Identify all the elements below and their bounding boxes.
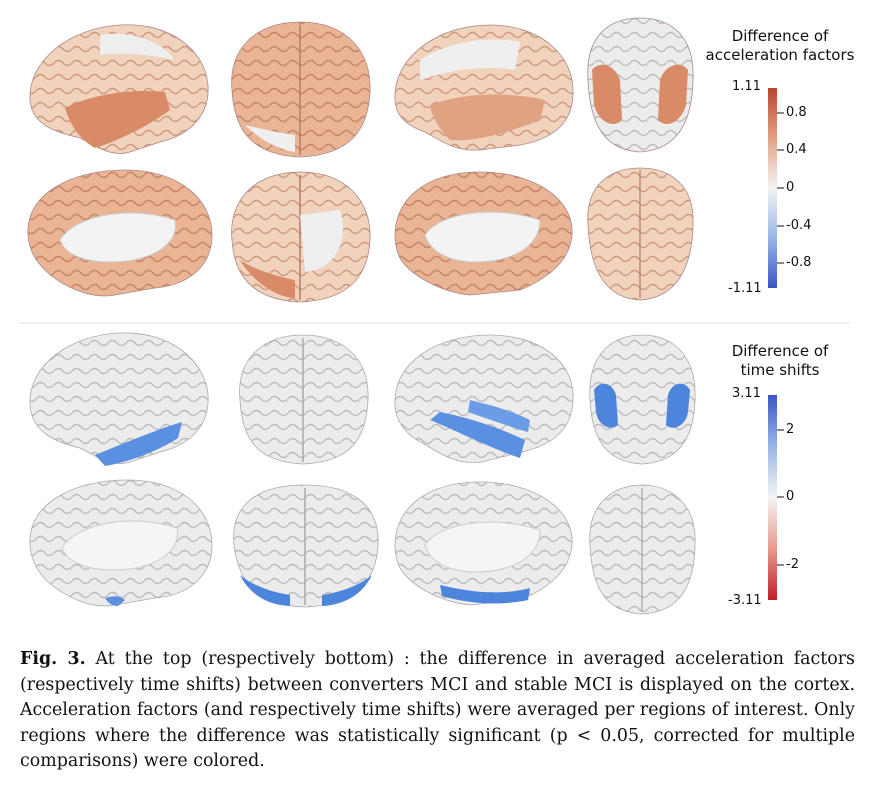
brain-inferior-top	[587, 17, 694, 153]
tick-label: 2	[786, 422, 795, 437]
brain-inferior-bottom	[589, 334, 696, 465]
brain-superior-top	[587, 167, 694, 301]
colorbar-acceleration-title-line2: acceleration factors	[705, 46, 855, 64]
tick-label: 0	[786, 489, 795, 504]
brain-medial-right-top	[394, 171, 573, 296]
brain-lateral-right-top	[394, 24, 574, 151]
tick-label: -0.8	[786, 255, 812, 270]
caption-label: Fig. 3.	[20, 649, 86, 669]
top-brain-panel	[27, 17, 784, 303]
caption-text: At the top (respectively bottom) : the d…	[20, 649, 855, 771]
colorbar-time-shifts-min: -3.11	[728, 593, 762, 608]
brain-frontal-top	[231, 21, 371, 158]
brain-frontal-bottom	[239, 334, 369, 465]
colorbar-acceleration-min: -1.11	[728, 281, 762, 296]
brain-lateral-left-bottom	[29, 332, 209, 466]
bottom-brain-panel	[29, 332, 784, 615]
colorbar-time-shifts-title-line2: time shifts	[740, 361, 820, 379]
brain-lateral-left-top	[29, 24, 209, 154]
brain-medial-right-bottom	[394, 481, 573, 606]
figure-caption: Fig. 3. At the top (respectively bottom)…	[20, 647, 855, 775]
brain-lateral-right-bottom	[394, 334, 574, 463]
colorbar-acceleration	[768, 88, 777, 288]
brain-medial-left-top	[27, 169, 213, 297]
brain-posterior-bottom	[233, 484, 379, 608]
colorbar-acceleration-ticks	[777, 112, 784, 264]
tick-label: -0.4	[786, 218, 812, 233]
brain-medial-left-bottom	[29, 479, 213, 607]
tick-label: 0.4	[786, 142, 807, 157]
tick-label: -2	[786, 557, 799, 572]
colorbar-acceleration-max: 1.11	[732, 79, 761, 94]
brain-posterior-top	[231, 171, 371, 303]
colorbar-time-shifts	[768, 395, 777, 600]
colorbar-time-shifts-title-line1: Difference of	[731, 342, 829, 360]
brain-figure	[20, 17, 850, 615]
colorbar-time-shifts-ticks	[777, 429, 784, 566]
colorbar-time-shifts-max: 3.11	[732, 386, 761, 401]
tick-label: 0	[786, 180, 795, 195]
brain-superior-bottom	[589, 484, 696, 615]
colorbar-time-shifts-title: Difference of time shifts	[700, 342, 860, 380]
tick-label: 0.8	[786, 105, 807, 120]
colorbar-acceleration-title-line1: Difference of	[731, 27, 829, 45]
colorbar-acceleration-title: Difference of acceleration factors	[700, 27, 860, 65]
